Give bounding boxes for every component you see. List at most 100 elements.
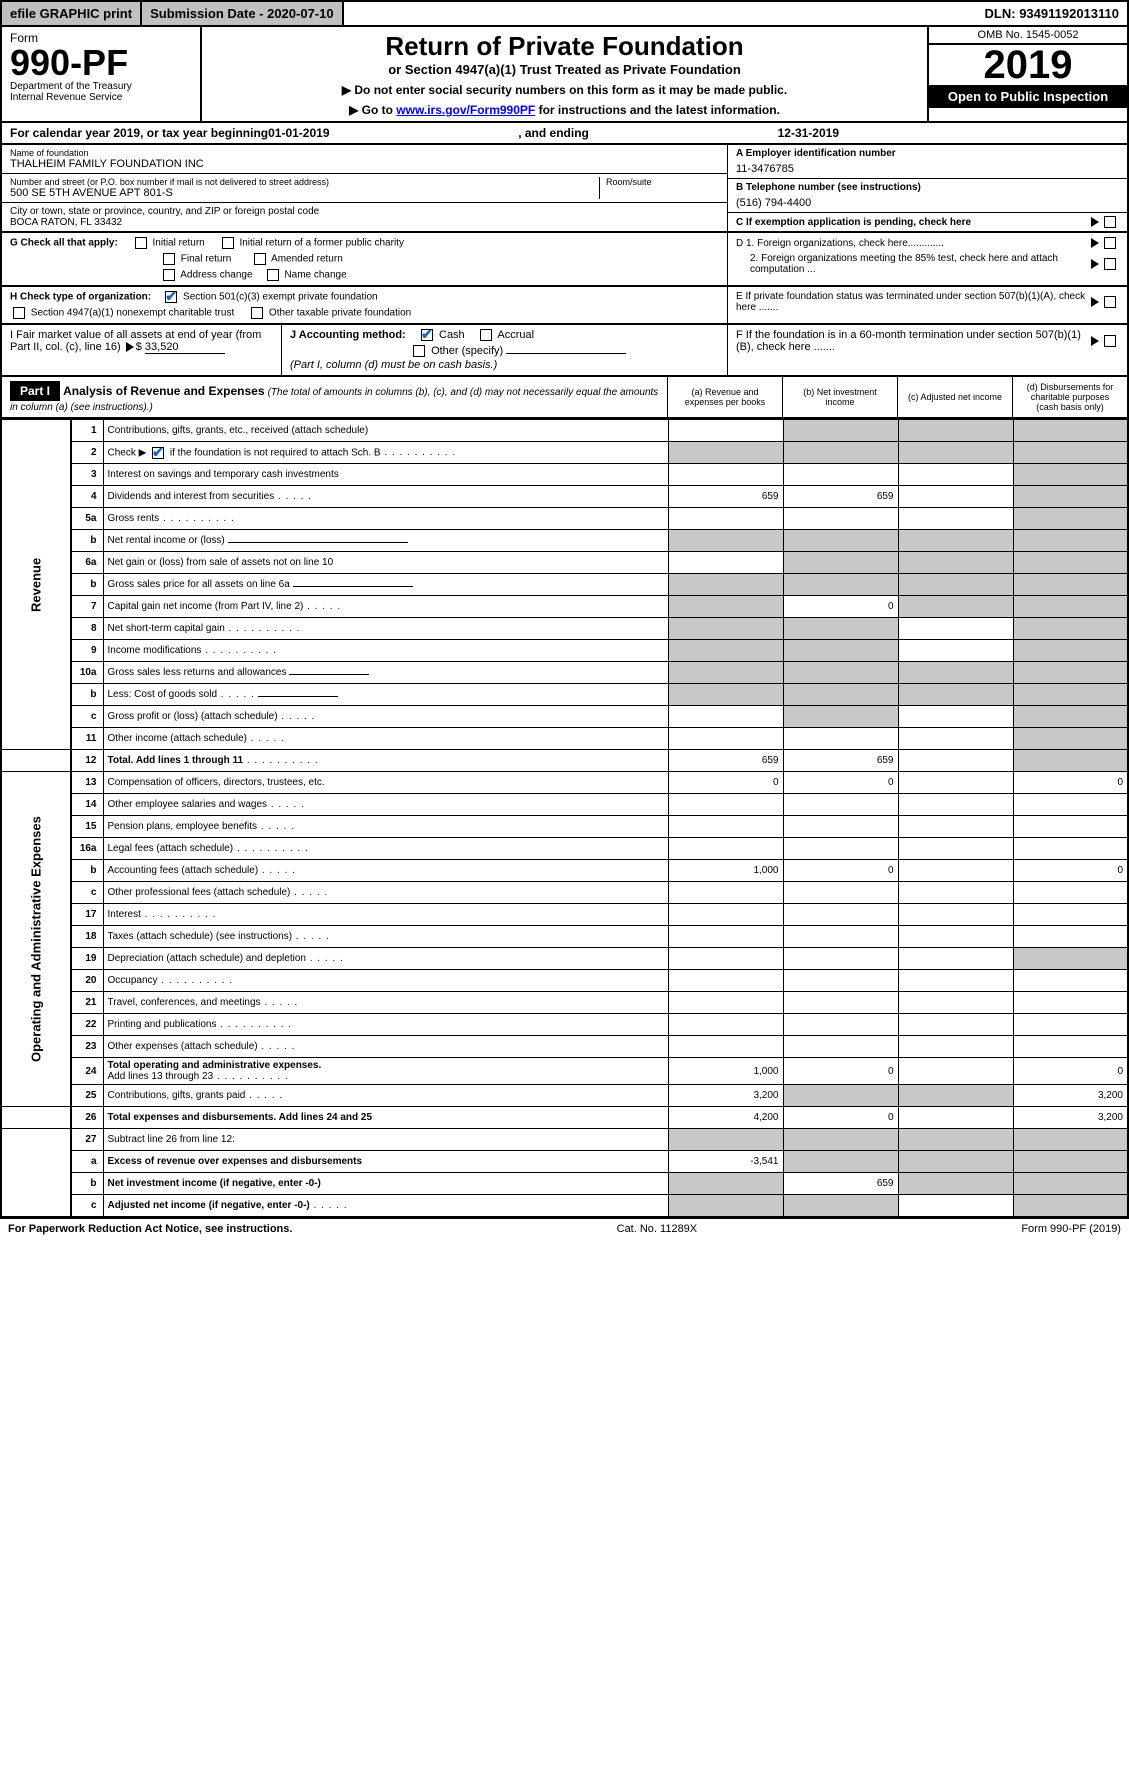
name-change-label: Name change [284,270,346,281]
r13-desc: Compensation of officers, directors, tru… [103,772,668,794]
arrow-icon [1091,259,1099,269]
form-title: Return of Private Foundation [210,31,919,62]
address-change-checkbox[interactable] [163,269,175,281]
amended-return-checkbox[interactable] [254,253,266,265]
r5a-desc: Gross rents [103,508,668,530]
table-row: 18Taxes (attach schedule) (see instructi… [1,926,1128,948]
table-row: 19Depreciation (attach schedule) and dep… [1,948,1128,970]
table-row: 4Dividends and interest from securities6… [1,486,1128,508]
r23-desc: Other expenses (attach schedule) [103,1036,668,1058]
f-right: F If the foundation is in a 60-month ter… [727,325,1127,375]
dln-label: DLN: 93491192013110 [977,2,1127,25]
table-row: 17Interest [1,904,1128,926]
header-mid: Return of Private Foundation or Section … [202,27,927,121]
table-row: 22Printing and publications [1,1014,1128,1036]
table-row: 16aLegal fees (attach schedule) [1,838,1128,860]
table-row: cAdjusted net income (if negative, enter… [1,1195,1128,1217]
dept-label: Department of the Treasury [10,81,192,92]
col-d-header: (d) Disbursements for charitable purpose… [1012,377,1127,417]
501c3-checkbox[interactable] [165,291,177,303]
arrow-icon [1091,336,1099,346]
d1-checkbox[interactable] [1104,237,1116,249]
r6a-desc: Net gain or (loss) from sale of assets n… [103,552,668,574]
r4-b: 659 [783,486,898,508]
r27a-desc: Excess of revenue over expenses and disb… [103,1151,668,1173]
irs-link[interactable]: www.irs.gov/Form990PF [396,103,535,117]
f-checkbox[interactable] [1104,335,1116,347]
initial-return-label: Initial return [153,238,205,249]
r11-desc: Other income (attach schedule) [103,728,668,750]
j-cell: J Accounting method: Cash Accrual Other … [282,325,727,375]
row-num: 1 [71,420,103,442]
r12-b: 659 [783,750,898,772]
e-checkbox[interactable] [1104,296,1116,308]
table-row: aExcess of revenue over expenses and dis… [1,1151,1128,1173]
i-value: 33,520 [145,341,225,354]
r18-desc: Taxes (attach schedule) (see instruction… [103,926,668,948]
name-change-checkbox[interactable] [267,269,279,281]
r4-a: 659 [668,486,783,508]
table-row: 12Total. Add lines 1 through 11659659 [1,750,1128,772]
accrual-checkbox[interactable] [480,329,492,341]
table-row: 20Occupancy [1,970,1128,992]
r27-desc: Subtract line 26 from line 12: [103,1129,668,1151]
r12-a: 659 [668,750,783,772]
r10b-desc: Less: Cost of goods sold [103,684,668,706]
arrow-icon [1091,238,1099,248]
part1-title: Analysis of Revenue and Expenses [63,384,264,398]
ij-row: I Fair market value of all assets at end… [0,325,1129,377]
r27c-desc: Adjusted net income (if negative, enter … [103,1195,668,1217]
table-row: 2Check ▶ if the foundation is not requir… [1,442,1128,464]
table-row: 10aGross sales less returns and allowanc… [1,662,1128,684]
d1-label: D 1. Foreign organizations, check here..… [736,238,1089,249]
other-taxable-label: Other taxable private foundation [269,308,411,319]
r7-desc: Capital gain net income (from Part IV, l… [103,596,668,618]
r10c-desc: Gross profit or (loss) (attach schedule) [103,706,668,728]
city-label: City or town, state or province, country… [10,206,719,217]
final-return-checkbox[interactable] [163,253,175,265]
table-row: cOther professional fees (attach schedul… [1,882,1128,904]
r1-desc: Contributions, gifts, grants, etc., rece… [103,420,668,442]
irs-label: Internal Revenue Service [10,92,192,103]
r15-desc: Pension plans, employee benefits [103,816,668,838]
info-block: Name of foundation THALHEIM FAMILY FOUND… [0,145,1129,233]
other-method-checkbox[interactable] [413,345,425,357]
table-row: 5aGross rents [1,508,1128,530]
schb-checkbox[interactable] [152,447,164,459]
other-taxable-checkbox[interactable] [251,307,263,319]
address-cell: Number and street (or P.O. box number if… [2,174,727,203]
g-label: G Check all that apply: [10,238,118,249]
initial-return-checkbox[interactable] [135,237,147,249]
table-row: cGross profit or (loss) (attach schedule… [1,706,1128,728]
header-left: Form 990-PF Department of the Treasury I… [2,27,202,121]
ein-cell: A Employer identification number 11-3476… [728,145,1127,179]
j-label: J Accounting method: [290,329,406,341]
r22-desc: Printing and publications [103,1014,668,1036]
efile-print-button[interactable]: efile GRAPHIC print [2,2,142,25]
r27b-desc: Net investment income (if negative, ente… [103,1173,668,1195]
cash-checkbox[interactable] [421,329,433,341]
tax-year: 2019 [929,45,1127,85]
d2-checkbox[interactable] [1104,258,1116,270]
table-row: 14Other employee salaries and wages [1,794,1128,816]
r2-desc: Check ▶ if the foundation is not require… [103,442,668,464]
form-ref: Form 990-PF (2019) [1021,1223,1121,1235]
cal-end: 12-31-2019 [778,126,839,140]
cal-mid: , and ending [330,126,778,140]
4947-checkbox[interactable] [13,307,25,319]
h-row: H Check type of organization: Section 50… [0,287,1129,325]
phone-label: B Telephone number (see instructions) [736,182,1119,193]
goto-post: for instructions and the latest informat… [535,103,780,117]
initial-former-checkbox[interactable] [222,237,234,249]
r9-desc: Income modifications [103,640,668,662]
foundation-name-cell: Name of foundation THALHEIM FAMILY FOUND… [2,145,727,174]
g-left: G Check all that apply: Initial return I… [2,233,727,285]
table-row: 3Interest on savings and temporary cash … [1,464,1128,486]
j-note: (Part I, column (d) must be on cash basi… [290,359,719,371]
r16a-desc: Legal fees (attach schedule) [103,838,668,860]
f-label: F If the foundation is in a 60-month ter… [736,329,1089,353]
other-specify-line [506,353,626,354]
amended-return-label: Amended return [271,254,343,265]
c-checkbox[interactable] [1104,216,1116,228]
page-footer: For Paperwork Reduction Act Notice, see … [0,1218,1129,1239]
